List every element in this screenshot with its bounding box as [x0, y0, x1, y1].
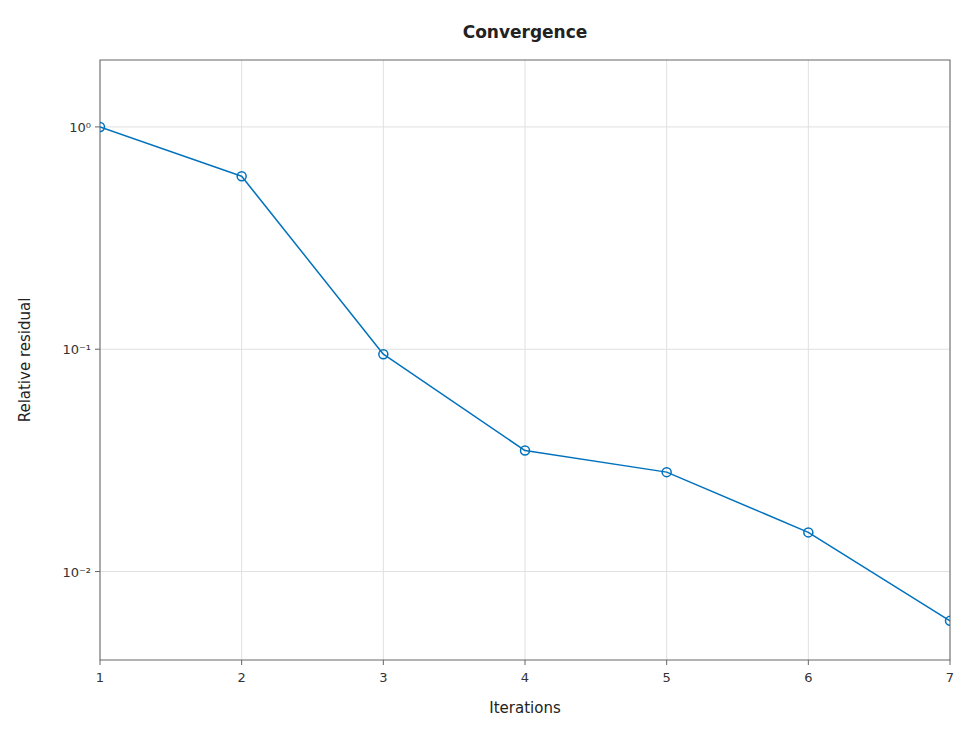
x-tick-label: 7 — [946, 670, 954, 685]
marker — [237, 172, 246, 181]
x-tick — [525, 660, 526, 665]
chart-svg: 1 2 3 4 5 6 7 10⁻² 10⁻¹ 10⁰ Convergence Iterations R… — [0, 0, 980, 735]
marker — [379, 350, 388, 359]
x-grid-line — [525, 60, 526, 660]
x-tick-label: 2 — [238, 670, 246, 685]
x-tick — [100, 660, 101, 665]
x-tick — [383, 660, 384, 665]
y-axis-label: Relative residual — [16, 298, 34, 423]
line — [100, 127, 950, 621]
marker — [662, 468, 671, 477]
x-grid-line — [241, 60, 242, 660]
y-tick — [95, 349, 100, 350]
plot-frame — [100, 60, 950, 660]
x-tick-label: 1 — [96, 670, 104, 685]
marker — [946, 616, 951, 625]
x-tick — [808, 660, 809, 665]
marker — [804, 528, 813, 537]
x-axis-label: Iterations — [489, 699, 561, 717]
axes: 1 2 3 4 5 6 7 10⁻² 10⁻¹ 10⁰ — [62, 120, 954, 685]
x-tick-label: 4 — [521, 670, 529, 685]
x-tick — [241, 660, 242, 665]
chart-container: 1 2 3 4 5 6 7 10⁻² 10⁻¹ 10⁰ Convergence Iterations R… — [0, 0, 980, 735]
title: Convergence — [463, 22, 588, 42]
plot-background — [100, 60, 950, 660]
marker — [521, 446, 530, 455]
grid — [100, 60, 950, 660]
y-tick — [95, 571, 100, 572]
y-tick-label: 10⁻¹ — [62, 342, 91, 357]
x-tick-label: 3 — [379, 670, 387, 685]
y-grid-line — [100, 126, 950, 127]
marker — [100, 122, 105, 131]
y-tick-label: 10⁰ — [69, 120, 91, 135]
y-tick-label: 10⁻² — [62, 565, 91, 580]
x-tick-label: 5 — [663, 670, 671, 685]
y-grid-line — [100, 571, 950, 572]
x-tick — [666, 660, 667, 665]
x-tick-label: 6 — [804, 670, 812, 685]
x-grid-line — [383, 60, 384, 660]
x-grid-line — [808, 60, 809, 660]
data-group — [100, 122, 950, 625]
y-tick — [95, 126, 100, 127]
y-grid-line — [100, 349, 950, 350]
x-grid-line — [666, 60, 667, 660]
x-tick — [950, 660, 951, 665]
